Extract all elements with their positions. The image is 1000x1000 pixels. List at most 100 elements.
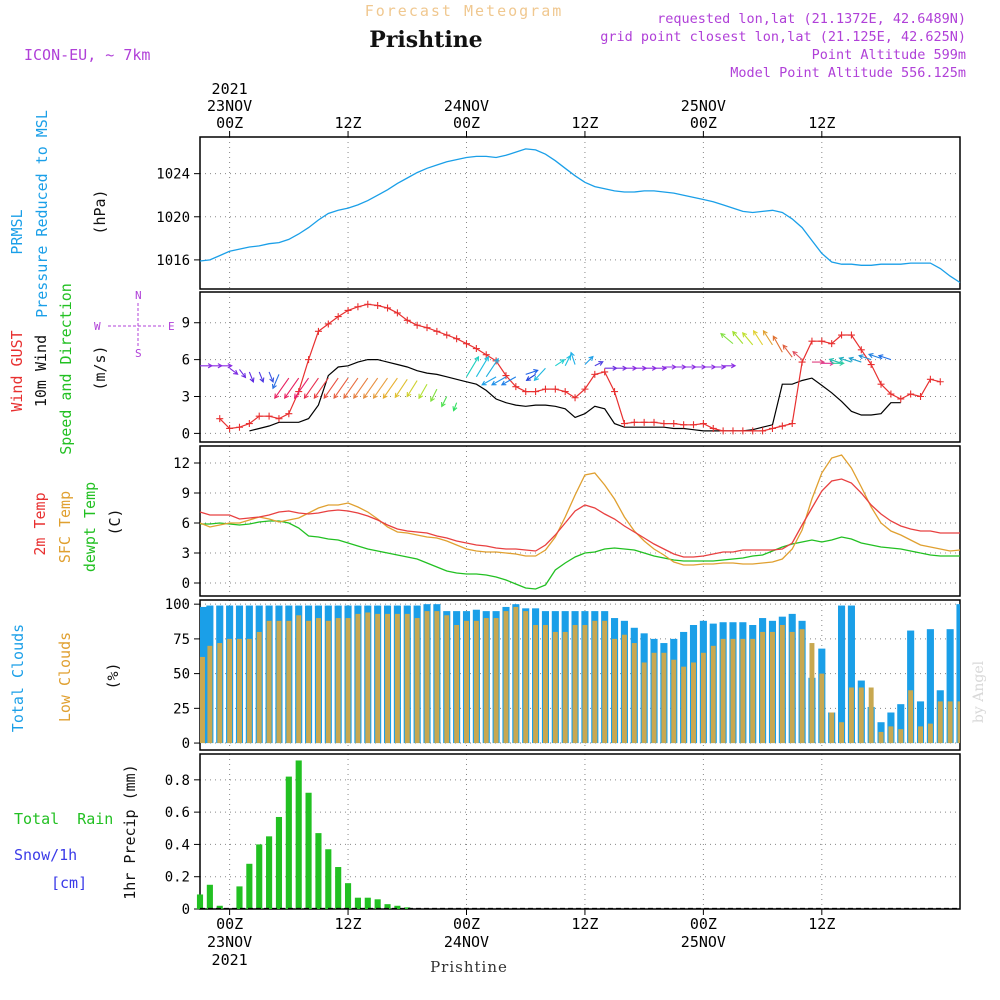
low-cloud-bar — [562, 631, 568, 744]
gust-marker — [680, 421, 688, 429]
gust-marker — [798, 358, 806, 366]
low-cloud-bar — [848, 687, 854, 744]
low-cloud-bar — [927, 723, 933, 744]
precip-bar — [344, 883, 352, 909]
gust-marker — [384, 304, 392, 312]
wind-direction-arrow — [525, 369, 539, 375]
y-tick-label: 12 — [173, 456, 190, 472]
pressure-labels: PRMSL Pressure Reduced to MSL (hPa) — [8, 110, 109, 318]
low-cloud-bar — [306, 620, 312, 744]
grid-point-coordinates: grid point closest lon,lat (21.125E, 42.… — [600, 29, 966, 45]
wind-direction-arrow — [475, 355, 489, 378]
gust-marker — [255, 412, 263, 420]
wind-direction-arrow — [828, 357, 842, 364]
low-cloud-bar — [720, 638, 726, 744]
precip-bar — [305, 792, 312, 909]
low-cloud-bar — [691, 662, 696, 744]
y-tick-label: 0 — [182, 426, 190, 442]
gust-marker — [699, 420, 707, 428]
wind-direction-arrow — [268, 371, 275, 383]
gust-marker — [235, 423, 243, 431]
low-cloud-bar — [681, 666, 687, 744]
low-cloud-bar — [217, 643, 223, 744]
gust-marker — [897, 395, 905, 403]
wind-direction-arrow — [353, 377, 369, 400]
gust-marker — [216, 415, 224, 423]
wind-direction-arrow — [782, 344, 793, 358]
gust-marker — [462, 340, 470, 348]
gust-marker — [847, 331, 855, 339]
wind-direction-arrow — [723, 363, 737, 369]
low-cloud-bar — [454, 625, 460, 744]
y-tick-label: 0.8 — [165, 773, 190, 789]
precip-bar — [266, 836, 273, 909]
time-label: 00Z — [453, 114, 480, 132]
low-cloud-bar — [770, 631, 775, 744]
y-tick-label: 3 — [182, 390, 190, 406]
y-tick-label: 0 — [182, 736, 190, 752]
wind-direction-arrow — [466, 355, 480, 378]
gust-marker — [364, 300, 372, 308]
gust-marker — [660, 420, 668, 428]
y-tick-label: 9 — [182, 316, 190, 332]
gust-marker — [670, 420, 678, 428]
wind-direction-arrow — [441, 396, 448, 408]
total-cloud-bar — [838, 605, 846, 744]
total-cloud-bar — [847, 605, 855, 744]
wind-direction-arrow — [418, 383, 428, 400]
wind-direction-arrow — [271, 374, 280, 390]
sfc-temp-label: SFC Temp — [56, 491, 74, 563]
precip-bar — [246, 863, 253, 909]
panel-frame — [199, 445, 961, 597]
low-cloud-bar — [750, 638, 756, 744]
gust-marker — [838, 331, 846, 339]
gust-marker — [620, 420, 628, 428]
time-label: 12Z — [808, 915, 835, 933]
gust-marker — [917, 393, 925, 401]
y-tick-label: 6 — [182, 353, 190, 369]
low-cloud-bar — [710, 645, 716, 744]
wind-direction-arrow — [752, 329, 764, 346]
time-label: 12Z — [571, 114, 598, 132]
y-tick-label: 1020 — [156, 210, 190, 226]
low-cloud-bar — [621, 634, 627, 744]
panel-frame — [199, 753, 961, 910]
low-cloud-bar — [898, 729, 904, 744]
wind-direction-arrow — [229, 367, 239, 375]
gust-marker — [719, 427, 727, 435]
wind-direction-arrow — [654, 365, 668, 371]
wind-direction-arrow — [525, 373, 536, 382]
gust-marker — [512, 383, 520, 391]
low-cloud-bar — [523, 611, 529, 744]
low-cloud-bar — [612, 638, 618, 744]
wind-direction-arrow — [867, 353, 882, 359]
wind-direction-arrow — [584, 355, 594, 365]
gust-marker — [453, 335, 461, 343]
wind-direction-arrow — [848, 356, 862, 363]
time-label: 25NOV — [681, 933, 726, 951]
model-point-altitude: Model Point Altitude 556.125m — [730, 65, 966, 81]
wind-direction-arrow — [762, 329, 773, 346]
wind-direction-arrow — [343, 377, 359, 399]
gust-marker — [936, 378, 944, 386]
prmsl-label: PRMSL — [8, 209, 26, 254]
wind-direction-arrow — [258, 371, 265, 383]
dewpt-label: dewpt Temp — [81, 482, 99, 572]
precip-bar — [354, 897, 361, 909]
time-label: 24NOV — [444, 97, 489, 115]
total-cloud-bar — [907, 630, 915, 744]
clouds-unit: (%) — [104, 662, 122, 689]
wind-direction-arrow — [313, 377, 329, 400]
gust-marker — [640, 418, 648, 426]
t2m-line — [199, 478, 960, 558]
gust-marker — [433, 327, 441, 335]
y-tick-label: 0.2 — [165, 870, 190, 886]
low-cloud-bar — [335, 618, 341, 744]
precip-bar — [384, 904, 391, 909]
gust-marker — [285, 410, 293, 418]
gust-marker — [591, 370, 599, 378]
y-tick-label: 0 — [182, 902, 190, 918]
precip-bar — [206, 884, 213, 909]
